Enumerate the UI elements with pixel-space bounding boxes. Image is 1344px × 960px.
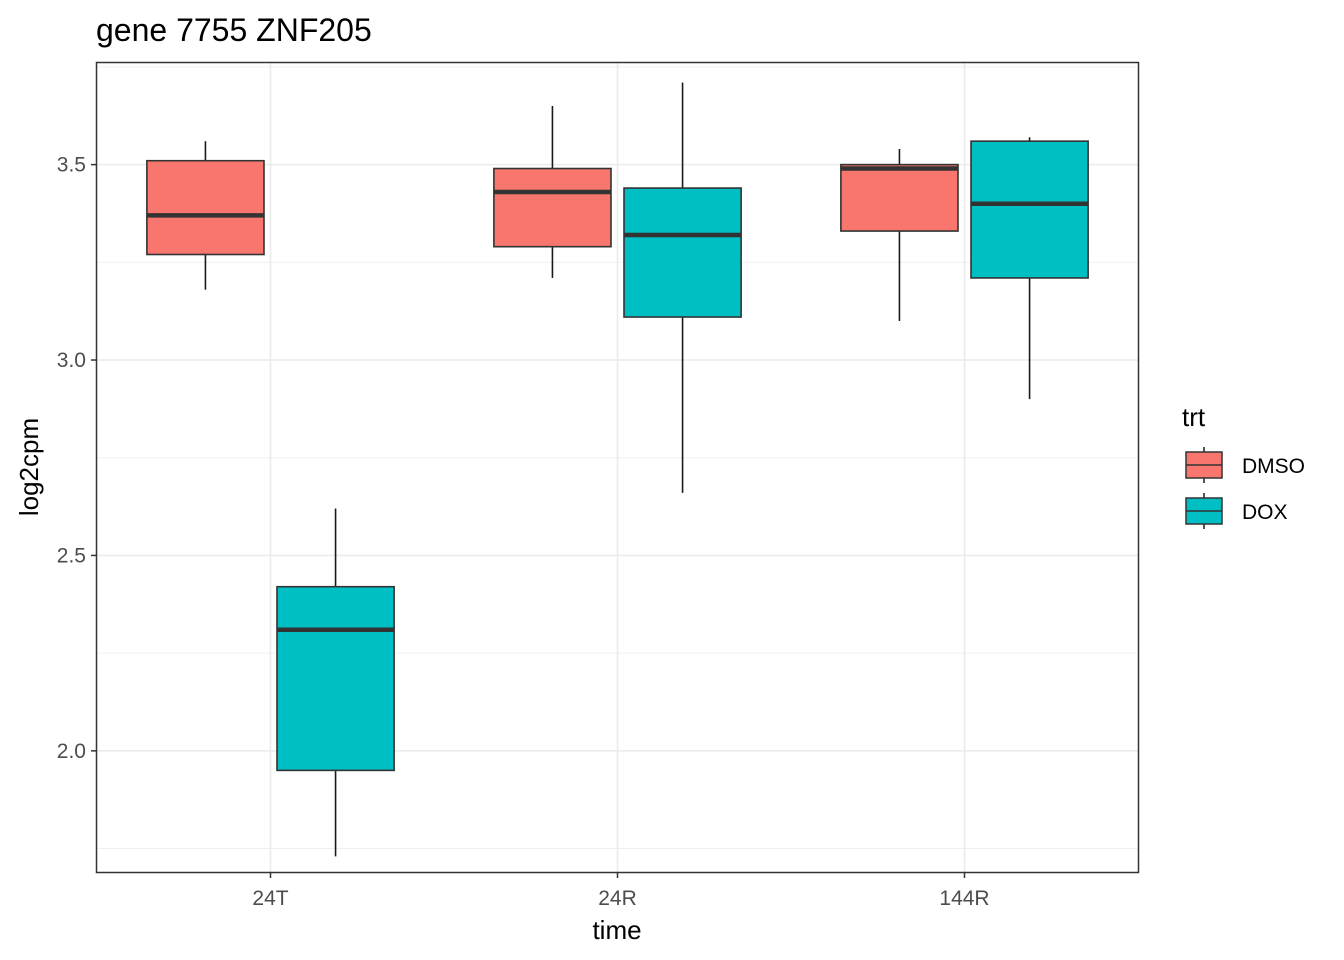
legend-label-dox: DOX — [1242, 501, 1288, 524]
box-body — [840, 163, 959, 232]
box-dmso-144r — [840, 148, 959, 321]
y-axis-title: log2cpm — [14, 418, 44, 516]
x-tick-label: 24R — [598, 887, 637, 910]
box-dox-144r — [970, 137, 1089, 400]
legend: trt DMSO DOX — [1182, 402, 1305, 529]
box-body — [276, 585, 395, 772]
box-body — [970, 140, 1089, 279]
legend-title: trt — [1182, 402, 1206, 432]
major-gridlines — [97, 63, 1138, 872]
legend-key-dox — [1185, 493, 1223, 529]
x-tick-label: 144R — [939, 887, 989, 910]
y-axis-ticks: 2.0 2.5 3.0 3.5 — [57, 154, 97, 763]
x-tick-label: 24T — [252, 887, 288, 910]
box-series — [146, 82, 1089, 857]
y-tick-label: 3.0 — [57, 349, 86, 372]
x-axis-title: time — [592, 915, 641, 945]
box-dmso-24t — [146, 141, 265, 290]
chart-title: gene 7755 ZNF205 — [96, 12, 372, 48]
box-body — [493, 167, 612, 248]
legend-label-dmso: DMSO — [1242, 455, 1305, 478]
box-dox-24t — [276, 508, 395, 857]
x-axis-ticks: 24T 24R 144R — [252, 872, 990, 910]
box-body — [146, 159, 265, 256]
y-tick-label: 3.5 — [57, 154, 86, 177]
box-dox-24r — [623, 82, 742, 493]
y-tick-label: 2.0 — [57, 740, 86, 763]
box-dmso-24r — [493, 105, 612, 278]
y-tick-label: 2.5 — [57, 544, 86, 567]
box-body — [623, 187, 742, 318]
legend-key-dmso — [1185, 447, 1223, 483]
